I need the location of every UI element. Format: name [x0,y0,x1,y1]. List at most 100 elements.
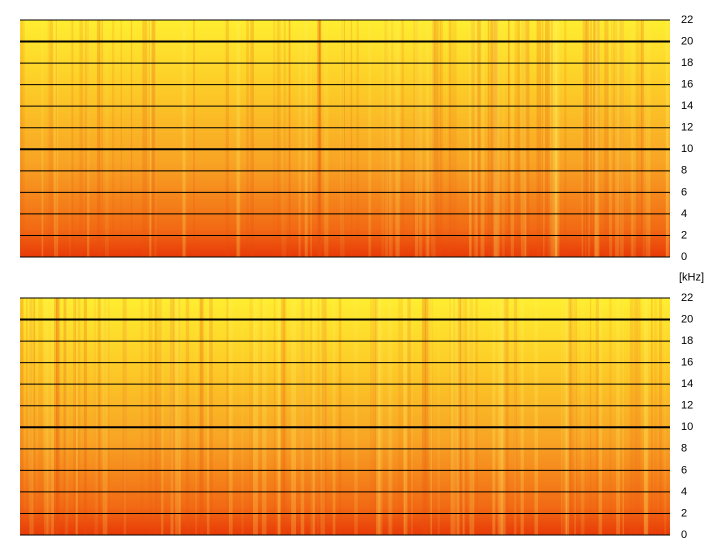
spectrogram-texture [569,298,574,535]
spectrogram-texture [195,298,197,535]
spectrogram-texture [622,298,624,535]
spectrogram-texture [340,20,345,257]
spectrogram-texture [468,20,472,257]
spectrogram-texture [554,20,558,257]
spectrogram-texture [281,20,287,257]
spectrogram-texture [501,20,505,257]
spectrogram-texture [427,20,429,257]
spectrogram-texture [521,20,527,257]
spectrogram-texture [508,20,510,257]
spectrogram-texture [585,20,587,257]
spectrogram-texture [564,298,567,535]
spectrogram-texture [622,298,624,535]
spectrogram-texture [354,298,358,535]
spectrogram-texture [183,20,185,257]
y-tick-label: 14 [681,100,693,112]
spectrogram-texture [640,20,644,257]
y-tick-label: 10 [681,143,693,155]
spectrogram-texture [453,298,456,535]
spectrogram-texture [554,20,560,257]
spectrogram-texture [493,20,499,257]
spectrogram-texture [450,298,455,535]
spectrogram-texture [250,20,253,257]
spectrogram-texture [563,298,567,535]
spectrogram-texture [112,20,115,257]
spectrogram-texture [631,20,636,257]
spectrogram-texture [424,298,429,535]
spectrogram-texture [499,298,502,535]
spectrogram-texture [278,298,281,535]
spectrogram-texture [304,20,308,257]
spectrogram-texture [47,20,50,257]
spectrogram-texture [524,20,527,257]
y-tick-label: 16 [681,79,693,91]
spectrogram-texture [154,20,157,257]
y-tick-label: 2 [681,229,687,241]
spectrogram-texture [594,20,599,257]
spectrogram-texture [198,298,203,535]
spectrogram-texture [378,298,383,535]
spectrogram-texture [475,298,478,535]
spectrogram-texture [20,298,25,535]
spectrogram-texture [419,20,423,257]
spectrogram-texture [457,298,462,535]
spectrogram-texture [454,298,459,535]
spectrogram-texture [595,298,599,535]
spectrogram-texture [368,20,372,257]
spectrogram-texture [260,298,263,535]
spectrogram-texture [44,298,49,535]
spectrogram-texture [157,298,163,535]
spectrogram-texture [594,20,600,257]
spectrogram-texture [33,298,36,535]
spectrogram-texture [120,20,122,257]
spectrogram-texture [25,298,28,535]
spectrogram-texture [273,298,276,535]
spectrogram-texture [510,20,514,257]
spectrogram-texture [513,298,518,535]
spectrogram-texture [97,298,100,535]
spectrogram-texture [170,298,174,535]
spectrogram-texture [395,20,400,257]
y-axis-label: [kHz] [679,271,704,283]
y-tick-label: 0 [681,529,687,541]
spectrogram-texture [573,298,578,535]
spectrogram-texture [619,20,624,257]
spectrogram-texture [404,298,408,535]
spectrogram-texture [525,20,530,257]
spectrogram-texture [178,298,181,535]
spectrogram-texture [544,20,550,257]
spectrogram-texture [103,298,107,535]
y-tick-label: 4 [681,208,687,220]
spectrogram-texture [225,20,229,257]
spectrogram-texture [72,20,74,257]
spectrogram-texture [648,20,651,257]
spectrogram-texture [534,298,539,535]
spectrogram-texture [151,20,156,257]
spectrogram-texture [384,20,389,257]
spectrogram-texture [74,298,77,535]
spectrogram-texture [321,298,327,535]
spectrogram-texture [473,20,475,257]
spectrogram-texture [470,20,475,257]
spectrogram-texture [501,298,503,535]
spectrogram-texture [276,20,279,257]
spectrogram-texture [589,298,592,535]
spectrogram-texture [494,20,498,257]
spectrogram-texture [94,298,98,535]
spectrogram-texture [639,298,642,535]
spectrogram-texture [209,298,213,535]
spectrogram-texture [356,20,359,257]
spectrogram-texture [598,298,603,535]
spectrogram-texture [140,298,144,535]
spectrogram-texture [490,20,496,257]
spectrogram-texture [610,20,613,257]
spectrogram-texture [310,20,312,257]
spectrogram-texture [407,298,411,535]
spectrogram-texture [437,298,440,535]
spectrogram-texture [69,20,71,257]
spectrogram-texture [122,298,127,535]
spectrogram-texture [170,298,175,535]
spectrogram-texture [574,298,576,535]
spectrogram-texture [439,20,441,257]
spectrogram-texture [20,20,25,257]
